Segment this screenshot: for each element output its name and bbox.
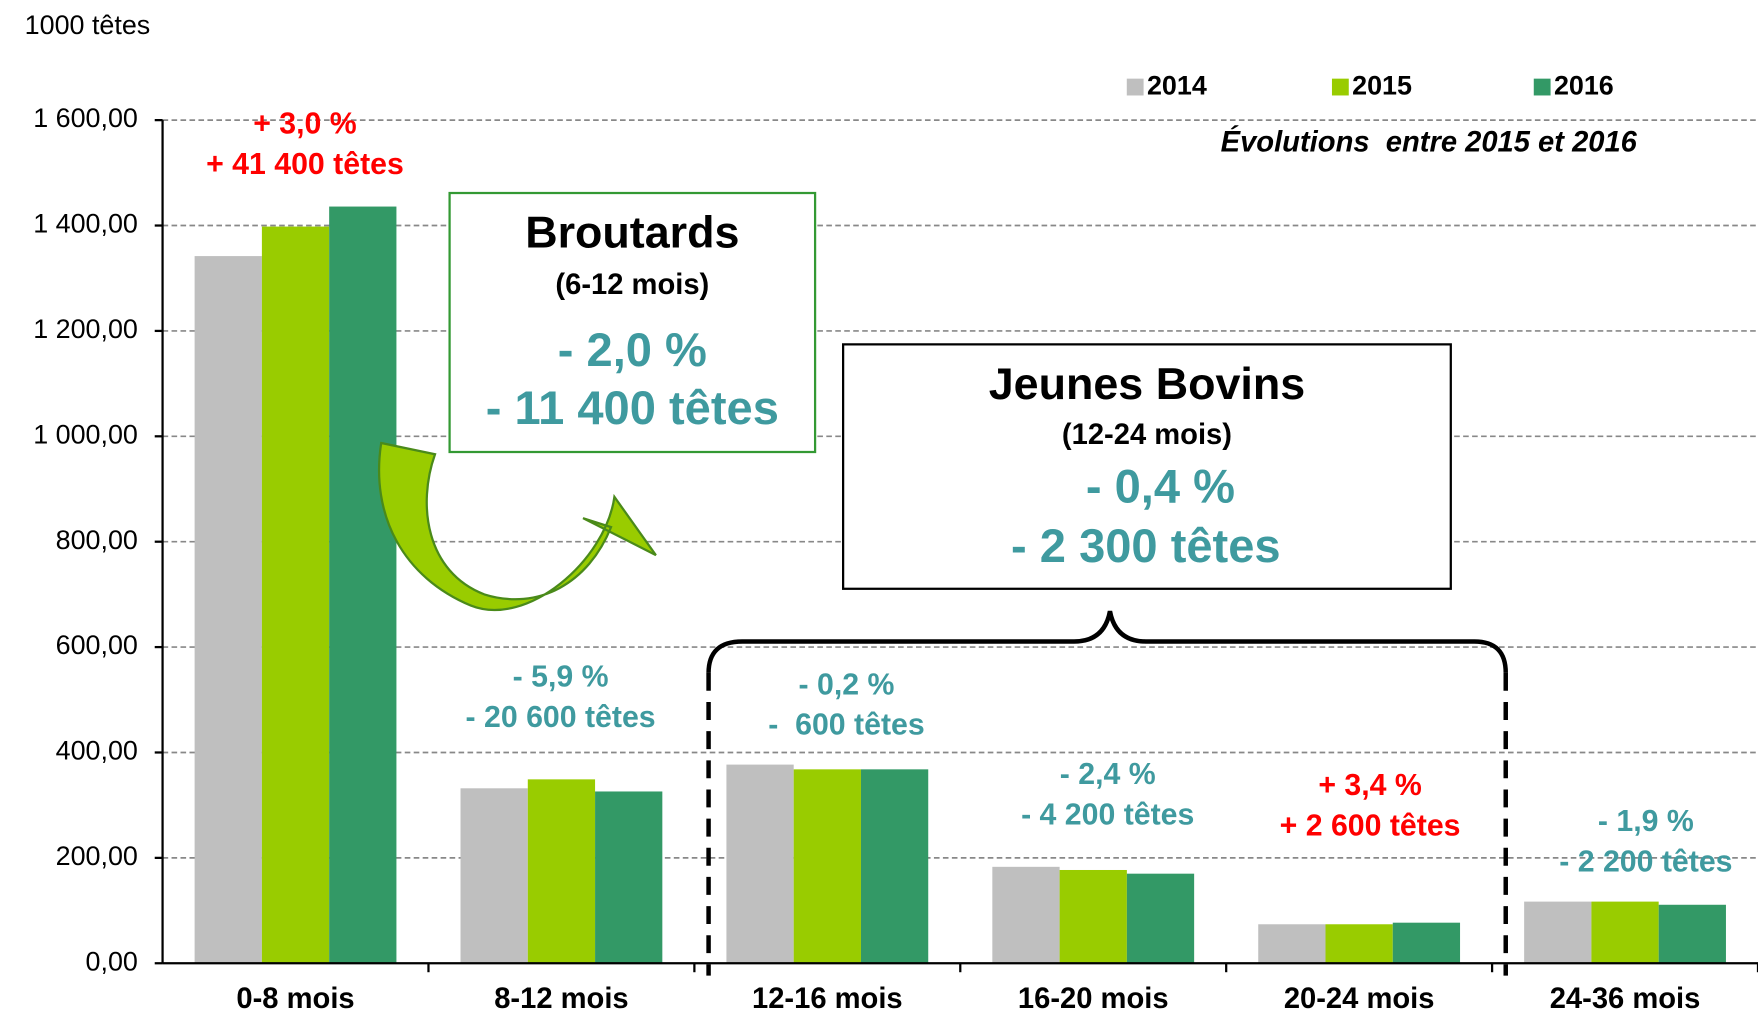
box-subtitle: (12-24 mois) — [1062, 419, 1232, 451]
y-tick-label: 1 400,00 — [33, 209, 138, 239]
brace — [706, 610, 1508, 673]
x-tick-label: 16-20 mois — [1018, 983, 1169, 1015]
y-tick-label: 1 000,00 — [33, 419, 138, 449]
bar — [1059, 869, 1127, 964]
bar — [1524, 901, 1592, 964]
category-note: - 0,2 % — [799, 668, 895, 701]
bar — [1658, 904, 1726, 964]
bar — [1258, 924, 1326, 964]
bar — [793, 769, 861, 964]
legend-label: 2016 — [1554, 71, 1614, 101]
legend-swatch — [1331, 78, 1349, 96]
box-line: - 2 300 têtes — [1011, 519, 1281, 572]
bar — [595, 791, 663, 964]
y-tick-label: 600,00 — [56, 630, 138, 660]
bar — [860, 769, 929, 964]
x-tick-label: 8-12 mois — [494, 983, 628, 1015]
category-note: + 2 600 têtes — [1280, 810, 1461, 843]
bar — [261, 226, 330, 964]
arrow — [377, 441, 657, 612]
legend-swatch — [1126, 78, 1144, 96]
y-tick-label: 1 600,00 — [33, 103, 138, 133]
category-note: - 4 200 têtes — [1021, 798, 1194, 831]
x-tick-label: 24-36 mois — [1550, 983, 1701, 1015]
bar — [1126, 873, 1195, 964]
bar — [992, 866, 1060, 964]
subtitle: Évolutions entre 2015 et 2016 — [1221, 125, 1638, 158]
category-note: + 3,0 % — [253, 108, 357, 141]
box-line: - 11 400 têtes — [486, 381, 779, 434]
x-tick-label: 0-8 mois — [236, 983, 354, 1015]
y-tick-label: 0,00 — [86, 946, 138, 976]
box-subtitle: (6-12 mois) — [555, 269, 709, 301]
box-title: Jeunes Bovins — [989, 358, 1305, 409]
box-line: - 2,0 % — [558, 323, 707, 376]
annotation-box — [842, 343, 1452, 590]
bar — [1325, 924, 1393, 964]
category-note: - 600 têtes — [768, 709, 924, 742]
legend-swatch — [1533, 78, 1551, 96]
y-tick-label: 1 200,00 — [33, 314, 138, 344]
x-tick-label: 20-24 mois — [1284, 983, 1435, 1015]
bar — [1591, 901, 1659, 964]
bar — [527, 779, 596, 964]
category-note: - 1,9 % — [1598, 805, 1694, 838]
category-note: - 20 600 têtes — [466, 701, 656, 734]
bar — [726, 764, 794, 964]
category-note: - 5,9 % — [513, 660, 609, 693]
bar — [329, 206, 397, 964]
bar — [194, 256, 262, 964]
box-line: - 0,4 % — [1086, 460, 1235, 513]
bar — [460, 788, 528, 964]
y-tick-label: 800,00 — [56, 525, 138, 555]
legend-label: 2014 — [1147, 71, 1207, 101]
annotation-box — [448, 191, 817, 454]
x-tick-label: 12-16 mois — [752, 983, 903, 1015]
category-note: + 41 400 têtes — [206, 148, 404, 181]
bar — [1392, 922, 1461, 964]
y-axis-label: 1000 têtes — [25, 10, 151, 40]
y-tick-label: 400,00 — [56, 736, 138, 766]
box-title: Broutards — [525, 206, 739, 257]
category-note: - 2,4 % — [1060, 758, 1156, 791]
legend-label: 2015 — [1352, 71, 1412, 101]
category-note: + 3,4 % — [1318, 769, 1422, 802]
y-tick-label: 200,00 — [56, 841, 138, 871]
category-note: - 2 200 têtes — [1559, 845, 1732, 878]
